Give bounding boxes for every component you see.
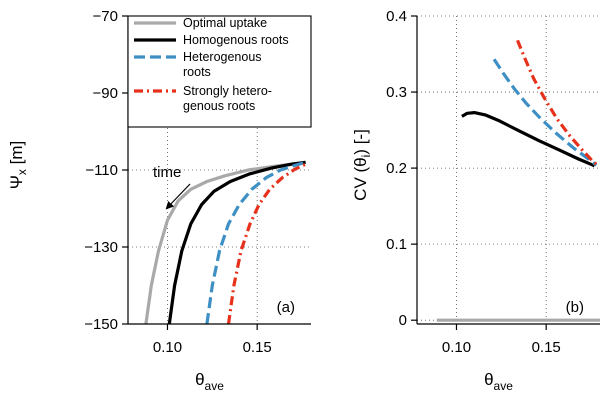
y-tick-label: 0 <box>399 312 407 329</box>
legend-entry-label: roots <box>183 65 211 79</box>
label-base: θ <box>484 370 493 389</box>
y-tick-label: −150 <box>84 316 118 333</box>
label-subscript: ave <box>205 379 225 393</box>
series-line-3 <box>516 39 600 168</box>
y-tick-label: 0.3 <box>386 84 407 101</box>
panel-label: (a) <box>277 299 295 316</box>
legend-entry-label: Homogenous roots <box>183 33 289 47</box>
y-tick-label: −130 <box>84 239 118 256</box>
x-tick-label: 0.10 <box>153 339 182 356</box>
series-line-2 <box>205 160 307 324</box>
series-line-2 <box>492 58 598 167</box>
series-line-0 <box>144 160 306 324</box>
label-unit: ) [-] <box>351 129 370 155</box>
legend-entry-label: genous roots <box>183 99 255 113</box>
time-arrow <box>165 183 191 210</box>
series-line-1 <box>167 160 306 324</box>
series-group <box>144 160 307 324</box>
series-line-1 <box>461 111 596 168</box>
y-tick-label: −70 <box>93 8 118 25</box>
x-tick-label: 0.15 <box>243 339 272 356</box>
panel-a-chart: −150 −130 −110 −90 −70 0.10 0.15 θave Ψx [m] (a) t… <box>7 8 311 393</box>
time-annotation: time <box>153 164 181 181</box>
x-tick-label: 0.10 <box>442 339 471 356</box>
legend: Optimal uptake Homogenous roots Heterogeno… <box>127 15 312 128</box>
label-subscript: x <box>15 169 29 175</box>
x-tick-label: 0.15 <box>532 339 561 356</box>
legend-entry-label: Optimal uptake <box>183 16 267 30</box>
y-axis-label: Ψx [m] <box>7 141 29 190</box>
label-unit: [m] <box>7 141 26 169</box>
y-tick-label: −90 <box>93 85 118 102</box>
legend-entry-label: Strongly hetero- <box>183 84 272 98</box>
legend-box <box>127 15 312 128</box>
y-tick-label: 0.1 <box>386 236 407 253</box>
panel-label: (b) <box>566 299 584 316</box>
y-tick-label: 0.4 <box>386 8 407 25</box>
x-axis-label: θave <box>195 370 224 393</box>
y-tick-label: 0.2 <box>386 160 407 177</box>
panel-b-chart: 0 0.1 0.2 0.3 0.4 0.10 0.15 θave CV (θi) [-] (b) <box>351 8 600 393</box>
label-subscript: i <box>359 155 373 158</box>
x-axis-label: θave <box>484 370 513 393</box>
y-tick-label: −110 <box>85 162 118 179</box>
label-subscript: ave <box>494 379 514 393</box>
label-base: Ψ <box>7 175 26 189</box>
label-base: CV (θ <box>351 157 370 200</box>
label-base: θ <box>195 370 204 389</box>
y-axis-label: CV (θi) [-] <box>351 129 373 201</box>
series-group <box>436 39 600 322</box>
legend-entry-label: Heterogenous <box>183 50 262 64</box>
